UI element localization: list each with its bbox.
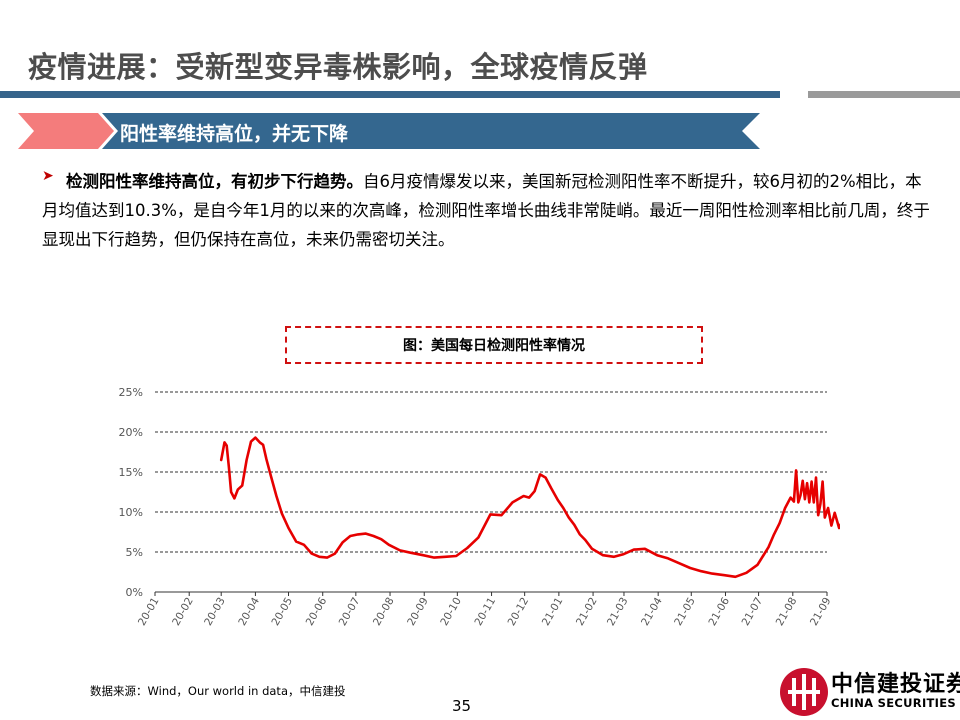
grid-lines bbox=[155, 391, 827, 593]
x-tick-label: 20-10 bbox=[438, 596, 464, 628]
body-text: 自6月疫情爆发以来，美国新冠检测阳性率不断提升，较6月初的2%相比，本月均值达到… bbox=[42, 172, 930, 249]
x-tick-label: 20-11 bbox=[472, 596, 498, 628]
y-tick-label: 25% bbox=[119, 386, 143, 399]
x-axis-ticks: 20-01 20-02 20-03 20-04 20-05 20-06 20-07 20-08… bbox=[136, 592, 834, 628]
x-tick-label: 21-09 bbox=[808, 596, 834, 628]
chart-title-box: 图：美国每日检测阳性率情况 bbox=[285, 326, 703, 364]
positive-rate-chart: 0%5%10%15%20%25% 20-01 20-02 20-03 20-04 20-… bbox=[119, 386, 840, 628]
bullet-arrow-icon: ➤ bbox=[42, 168, 54, 184]
page-title: 疫情进展：受新型变异毒株影响，全球疫情反弹 bbox=[28, 50, 648, 84]
x-tick-label: 21-03 bbox=[605, 596, 631, 628]
x-tick-label: 21-04 bbox=[639, 595, 665, 628]
banner-red-arrow bbox=[18, 113, 114, 149]
x-tick-label: 21-02 bbox=[574, 596, 600, 628]
section-banner-text: 阳性率维持高位，并无下降 bbox=[120, 123, 349, 145]
x-tick-label: 20-12 bbox=[506, 596, 532, 628]
x-tick-label: 20-09 bbox=[405, 596, 431, 628]
logo-text-cn: 中信建投证券 bbox=[831, 672, 960, 697]
series-line-group bbox=[219, 436, 840, 579]
header-rule-gray bbox=[808, 91, 960, 98]
x-tick-label: 20-08 bbox=[371, 596, 397, 628]
banner-blue-bar bbox=[102, 113, 760, 149]
x-tick-label: 21-05 bbox=[672, 596, 698, 628]
y-tick-label: 5% bbox=[126, 546, 143, 559]
y-tick-label: 20% bbox=[119, 426, 143, 439]
x-tick-label: 20-07 bbox=[337, 596, 363, 628]
header-rule-blue bbox=[0, 91, 780, 98]
body-paragraph: 检测阳性率维持高位，有初步下行趋势。自6月疫情爆发以来，美国新冠检测阳性率不断提… bbox=[42, 167, 932, 254]
page-number: 35 bbox=[452, 697, 472, 715]
company-logo: 中信建投证券 CHINA SECURITIES bbox=[776, 664, 960, 720]
x-tick-label: 20-05 bbox=[269, 596, 295, 628]
section-banner bbox=[18, 113, 760, 149]
x-tick-label: 21-06 bbox=[706, 595, 732, 628]
x-tick-label: 21-08 bbox=[774, 596, 800, 628]
x-tick-label: 20-03 bbox=[202, 596, 228, 628]
logo-text-en: CHINA SECURITIES bbox=[831, 696, 956, 710]
logo-emblem-icon bbox=[780, 668, 828, 716]
chart-title: 图：美国每日检测阳性率情况 bbox=[403, 338, 585, 354]
x-tick-label: 20-02 bbox=[170, 596, 196, 628]
series-line-positive-rate bbox=[219, 436, 840, 579]
x-tick-label: 21-07 bbox=[740, 596, 766, 628]
y-tick-label: 15% bbox=[119, 466, 143, 479]
x-tick-label: 20-06 bbox=[304, 595, 330, 628]
x-tick-label: 21-01 bbox=[540, 596, 566, 628]
y-tick-label: 10% bbox=[119, 506, 143, 519]
y-tick-label: 0% bbox=[126, 586, 143, 599]
y-axis-ticks: 0% 5% 10% 15% 20% 25% bbox=[119, 386, 143, 599]
x-tick-label: 20-01 bbox=[136, 596, 162, 628]
data-source-note: 数据来源：Wind，Our world in data，中信建投 bbox=[90, 684, 346, 698]
x-tick-label: 20-04 bbox=[236, 595, 262, 628]
body-lead: 检测阳性率维持高位，有初步下行趋势。 bbox=[66, 172, 363, 191]
